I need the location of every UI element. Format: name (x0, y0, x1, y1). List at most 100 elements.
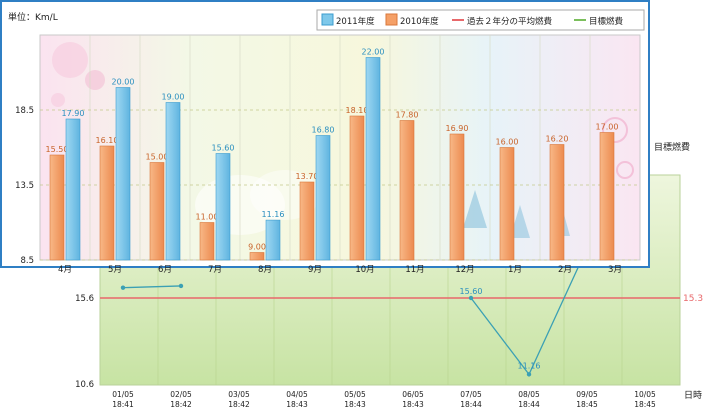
front-chart: 15.50 17.90 16.10 20.00 15.00 19.00 11.00 15.60… (0, 0, 650, 275)
front-chart-x-tick-label: 5月 (108, 265, 122, 275)
back-chart-x-tick-date: 07/05 (460, 390, 482, 399)
front-chart-x-tick-label: 11月 (405, 265, 424, 275)
back-chart-x-tick-date: 08/05 (518, 390, 540, 399)
front-chart-x-tick-label: 6月 (158, 265, 172, 275)
front-chart-x-ticks: 4月 5月 6月 7月 8月 9月 10月 11月 12月 1月 2月 3月 (58, 265, 622, 275)
bar-2010-data-label: 13.70 (296, 172, 319, 181)
back-chart-x-tick-date: 09/05 (576, 390, 598, 399)
back-chart-x-tick-time: 18:41 (112, 400, 134, 409)
back-chart-x-tick-time: 18:43 (286, 400, 308, 409)
legend-label-average: 過去２年分の平均燃費 (467, 16, 553, 27)
front-chart-x-tick-label: 4月 (58, 265, 72, 275)
front-chart-y-tick-label: 8.5 (20, 256, 34, 266)
legend-label-2010: 2010年度 (400, 16, 439, 27)
back-chart-line-segment (470, 297, 530, 375)
back-chart-point-label: 15.60 (460, 287, 483, 296)
front-chart-gridlines (40, 35, 640, 261)
bar-2010-data-label: 16.20 (546, 135, 569, 144)
bar-2010-data-label: 16.00 (496, 138, 519, 147)
back-chart-x-tick-date: 10/05 (634, 390, 656, 399)
front-chart-y-tick-label: 18.5 (15, 106, 34, 116)
bar-2011-data-label: 15.60 (212, 144, 235, 153)
back-chart-x-tick-date: 03/05 (228, 390, 250, 399)
back-chart-x-tick-date: 05/05 (344, 390, 366, 399)
bar-2010 (549, 144, 565, 261)
bar-2010 (99, 145, 115, 261)
bar-2010-data-label: 11.00 (196, 213, 219, 222)
back-chart-point (178, 283, 184, 289)
bar-2010-data-label: 15.00 (146, 153, 169, 162)
bar-2010 (49, 154, 65, 261)
bar-2011 (215, 153, 231, 261)
bar-2010-data-label: 16.10 (96, 136, 119, 145)
bar-2010-data-label: 15.50 (46, 145, 69, 154)
front-chart-x-tick-label: 7月 (208, 265, 222, 275)
back-chart-x-ticks: 01/0518:4102/0518:4203/0518:4204/0518:43… (112, 390, 656, 409)
back-chart-y-tick-label: 10.6 (75, 380, 94, 390)
back-chart-point (526, 372, 532, 377)
bar-2010 (449, 133, 465, 261)
bar-2011 (115, 87, 131, 261)
back-chart-x-tick-time: 18:45 (576, 400, 598, 409)
bar-2010-data-label: 18.10 (346, 106, 369, 115)
bar-2011 (315, 135, 331, 261)
bar-2010 (599, 132, 615, 261)
bar-2011-data-label: 22.00 (362, 48, 385, 57)
legend-box (316, 9, 645, 31)
bar-2011-data-label: 20.00 (112, 78, 135, 87)
back-chart-line-segment (122, 285, 182, 289)
back-chart-x-tick-time: 18:42 (228, 400, 250, 409)
back-chart-line-segment (528, 247, 588, 375)
bar-2010 (149, 162, 165, 261)
back-chart-x-tick-time: 18:45 (634, 400, 656, 409)
bar-2010 (299, 181, 315, 261)
bar-2010-data-label: 9.00 (248, 243, 266, 252)
front-chart-x-tick-label: 9月 (308, 265, 322, 275)
back-chart-x-tick-time: 18:44 (460, 400, 482, 409)
bar-2010-data-label: 16.90 (446, 124, 469, 133)
front-chart-bars: 15.50 17.90 16.10 20.00 15.00 19.00 11.00 15.60… (46, 48, 619, 261)
back-chart-x-tick-date: 02/05 (170, 390, 192, 399)
legend-swatch-2011 (321, 13, 334, 26)
back-chart-x-tick-time: 18:44 (518, 400, 540, 409)
legend-label-2011: 2011年度 (336, 16, 375, 27)
back-chart-y-tick-label: 15.6 (75, 294, 94, 304)
bar-2011 (165, 102, 181, 261)
legend-swatch-2010 (385, 13, 398, 26)
legend-label-target: 目標燃費 (589, 16, 624, 27)
front-chart-x-tick-label: 3月 (608, 265, 622, 275)
bar-2011 (265, 219, 281, 261)
back-chart-x-tick-date: 01/05 (112, 390, 134, 399)
back-chart-x-tick-date: 04/05 (286, 390, 308, 399)
back-chart-reference-label: 15.3 (683, 294, 703, 304)
back-chart-x-tick-time: 18:43 (402, 400, 424, 409)
bar-2011-data-label: 17.90 (62, 109, 85, 118)
front-chart-x-tick-label: 8月 (258, 265, 272, 275)
back-chart-x-axis-title: 日時 (684, 390, 702, 401)
bar-2010 (349, 115, 365, 261)
front-chart-x-tick-label: 2月 (558, 265, 572, 275)
bar-2011-data-label: 16.80 (312, 126, 335, 135)
back-chart-corner-label: 目標燃費 (654, 141, 690, 153)
bar-2011-data-label: 19.00 (162, 93, 185, 102)
back-chart-point (120, 285, 126, 290)
back-chart-x-tick-time: 18:43 (344, 400, 366, 409)
front-chart-x-tick-label: 1月 (508, 265, 522, 275)
back-chart-y-ticks: 15.6 10.6 (75, 294, 94, 390)
front-chart-y-ticks: 8.5 13.5 18.5 (15, 106, 34, 266)
back-chart-point (468, 295, 474, 301)
bar-2010 (249, 252, 265, 261)
front-chart-unit-label: 単位：Km/L (8, 11, 58, 23)
bar-2010 (399, 120, 415, 261)
bar-2010 (499, 147, 515, 261)
bar-2010-data-label: 17.80 (396, 111, 419, 120)
bar-2010 (199, 222, 215, 261)
bar-2011 (365, 57, 381, 261)
bar-2011 (65, 118, 81, 261)
front-chart-legend: 2011年度 2010年度 過去２年分の平均燃費 目標燃費 (316, 9, 645, 31)
front-chart-y-tick-label: 13.5 (15, 181, 34, 191)
bar-2010-data-label: 17.00 (596, 123, 619, 132)
back-chart-point-label: 11.16 (518, 361, 541, 370)
front-chart-x-tick-label: 12月 (455, 265, 474, 275)
